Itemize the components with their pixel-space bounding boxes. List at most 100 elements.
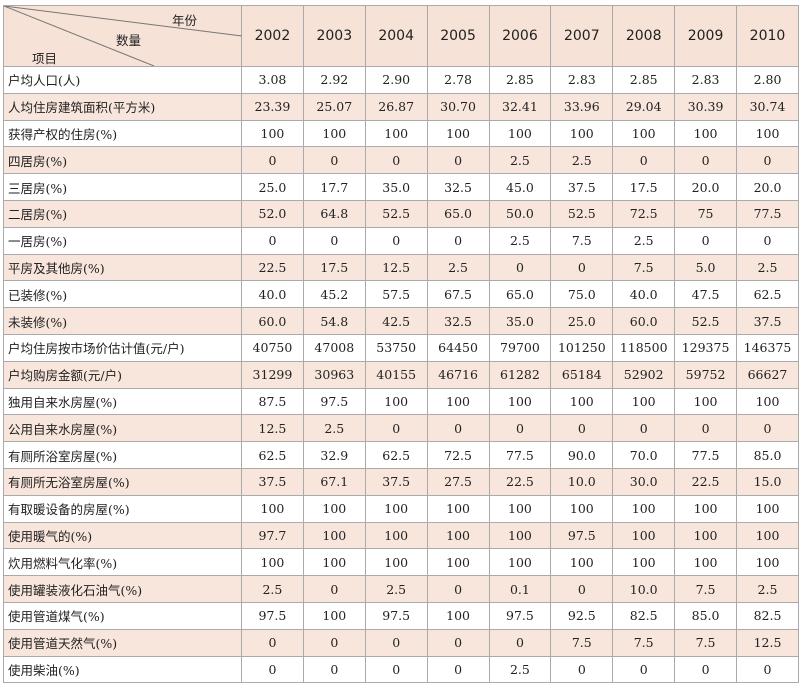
cell-value: 77.5 bbox=[736, 199, 799, 228]
cell-value: 100 bbox=[674, 387, 737, 416]
cell-value: 26.87 bbox=[364, 92, 428, 121]
cell-value: 82.5 bbox=[612, 601, 676, 630]
diagonal-lines bbox=[4, 6, 242, 66]
cell-value: 0 bbox=[674, 146, 737, 175]
cell-value: 0 bbox=[302, 655, 366, 684]
cell-value: 118500 bbox=[612, 333, 676, 362]
cell-value: 3.08 bbox=[241, 66, 304, 94]
cell-value: 77.5 bbox=[488, 441, 552, 469]
year-header: 2004 bbox=[364, 5, 428, 67]
item-label: 项目 bbox=[32, 51, 58, 66]
cell-value: 47.5 bbox=[674, 280, 737, 309]
table-row: 已装修(%) 40.0 45.2 57.5 67.5 65.0 75.0 40.0 47.5 62… bbox=[3, 280, 799, 309]
cell-value: 0 bbox=[674, 655, 737, 684]
cell-value: 7.5 bbox=[550, 226, 614, 255]
cell-value: 0 bbox=[364, 414, 428, 443]
row-label: 已装修(%) bbox=[3, 280, 242, 309]
cell-value: 0 bbox=[550, 655, 614, 684]
cell-value: 0 bbox=[426, 146, 490, 175]
row-label: 一居房(%) bbox=[3, 226, 242, 255]
table-row: 炊用燃料气化率(%) 100 100 100 100 100 100 100 100 100 bbox=[3, 548, 799, 577]
cell-value: 97.5 bbox=[302, 387, 366, 416]
cell-value: 62.5 bbox=[364, 441, 428, 469]
row-label: 使用暖气的(%) bbox=[3, 521, 242, 550]
cell-value: 100 bbox=[612, 387, 676, 416]
cell-value: 17.5 bbox=[302, 253, 366, 282]
cell-value: 0 bbox=[241, 146, 304, 175]
cell-value: 57.5 bbox=[364, 280, 428, 309]
row-label: 有厕所无浴室房屋(%) bbox=[3, 467, 242, 496]
cell-value: 22.5 bbox=[488, 467, 552, 496]
cell-value: 100 bbox=[488, 548, 552, 577]
cell-value: 0 bbox=[488, 414, 552, 443]
table-row: 户均购房金额(元/户) 31299 30963 40155 46716 61282 6518… bbox=[3, 360, 799, 389]
cell-value: 5.0 bbox=[674, 253, 737, 282]
row-label: 户均住房按市场价估计值(元/户) bbox=[3, 333, 242, 362]
year-header: 2009 bbox=[674, 5, 737, 67]
cell-value: 2.5 bbox=[736, 253, 799, 282]
cell-value: 2.5 bbox=[550, 146, 614, 175]
row-label: 公用自来水房屋(%) bbox=[3, 414, 242, 443]
cell-value: 35.0 bbox=[364, 173, 428, 201]
cell-value: 2.78 bbox=[426, 66, 490, 94]
cell-value: 82.5 bbox=[736, 601, 799, 630]
cell-value: 67.5 bbox=[426, 280, 490, 309]
cell-value: 100 bbox=[302, 601, 366, 630]
cell-value: 100 bbox=[736, 548, 799, 577]
cell-value: 35.0 bbox=[488, 307, 552, 335]
cell-value: 70.0 bbox=[612, 441, 676, 469]
cell-value: 0 bbox=[550, 253, 614, 282]
cell-value: 100 bbox=[426, 494, 490, 523]
cell-value: 75 bbox=[674, 199, 737, 228]
table-row: 公用自来水房屋(%) 12.5 2.5 0 0 0 0 0 0 0 bbox=[3, 414, 799, 443]
row-label: 有厕所浴室房屋(%) bbox=[3, 441, 242, 469]
cell-value: 100 bbox=[364, 521, 428, 550]
cell-value: 30.39 bbox=[674, 92, 737, 121]
cell-value: 17.7 bbox=[302, 173, 366, 201]
cell-value: 52.5 bbox=[674, 307, 737, 335]
cell-value: 37.5 bbox=[241, 467, 304, 496]
table-row: 户均人口(人) 3.08 2.92 2.90 2.78 2.85 2.83 2.85 2.83 2… bbox=[3, 66, 799, 94]
row-label: 户均人口(人) bbox=[3, 66, 242, 94]
cell-value: 30.0 bbox=[612, 467, 676, 496]
cell-value: 0 bbox=[302, 226, 366, 255]
cell-value: 100 bbox=[241, 548, 304, 577]
cell-value: 7.5 bbox=[550, 628, 614, 657]
cell-value: 54.8 bbox=[302, 307, 366, 335]
cell-value: 2.5 bbox=[488, 146, 552, 175]
cell-value: 0 bbox=[488, 628, 552, 657]
row-label: 平房及其他房(%) bbox=[3, 253, 242, 282]
cell-value: 52.5 bbox=[364, 199, 428, 228]
year-header: 2010 bbox=[736, 5, 799, 67]
table-row: 使用罐装液化石油气(%) 2.5 0 2.5 0 0.1 0 10.0 7.5 2.5 bbox=[3, 575, 799, 603]
quantity-label: 数量 bbox=[116, 33, 142, 48]
row-label: 二居房(%) bbox=[3, 199, 242, 228]
cell-value: 27.5 bbox=[426, 467, 490, 496]
cell-value: 2.83 bbox=[550, 66, 614, 94]
cell-value: 46716 bbox=[426, 360, 490, 389]
table-row: 获得产权的住房(%) 100 100 100 100 100 100 100 100 100 bbox=[3, 119, 799, 148]
cell-value: 20.0 bbox=[674, 173, 737, 201]
cell-value: 50.0 bbox=[488, 199, 552, 228]
cell-value: 30963 bbox=[302, 360, 366, 389]
cell-value: 0 bbox=[736, 146, 799, 175]
cell-value: 2.5 bbox=[241, 575, 304, 603]
cell-value: 0 bbox=[426, 414, 490, 443]
cell-value: 2.5 bbox=[302, 414, 366, 443]
cell-value: 0 bbox=[550, 575, 614, 603]
cell-value: 0.1 bbox=[488, 575, 552, 603]
cell-value: 129375 bbox=[674, 333, 737, 362]
cell-value: 146375 bbox=[736, 333, 799, 362]
cell-value: 100 bbox=[426, 119, 490, 148]
cell-value: 2.80 bbox=[736, 66, 799, 94]
row-label: 使用管道天然气(%) bbox=[3, 628, 242, 657]
row-label: 炊用燃料气化率(%) bbox=[3, 548, 242, 577]
cell-value: 64450 bbox=[426, 333, 490, 362]
cell-value: 100 bbox=[426, 601, 490, 630]
cell-value: 0 bbox=[364, 628, 428, 657]
cell-value: 100 bbox=[426, 521, 490, 550]
cell-value: 52902 bbox=[612, 360, 676, 389]
cell-value: 100 bbox=[426, 548, 490, 577]
cell-value: 47008 bbox=[302, 333, 366, 362]
row-label: 使用柴油(%) bbox=[3, 655, 242, 684]
